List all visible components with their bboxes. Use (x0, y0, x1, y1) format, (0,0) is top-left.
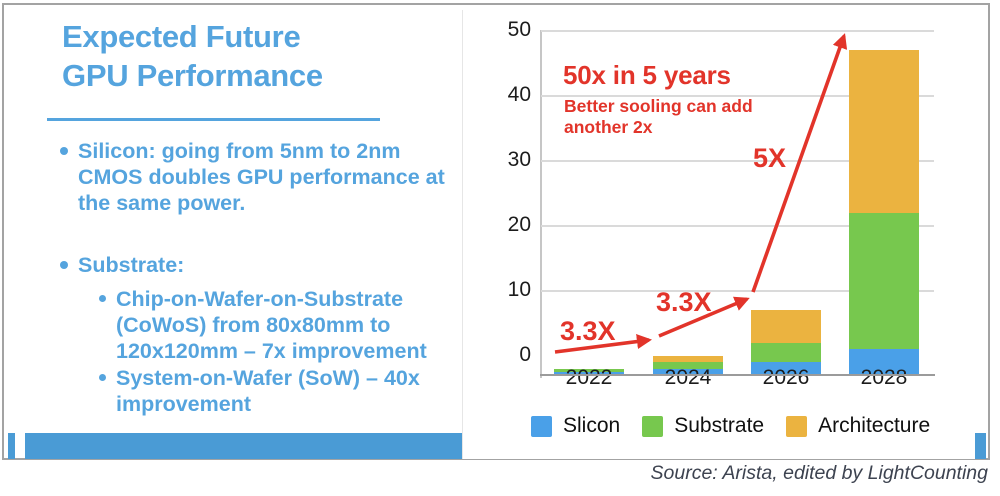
legend-item-silicon: Slicon (531, 414, 620, 438)
annotation-growth-2: 3.3X (656, 287, 712, 317)
bullet-cowos: Chip-on-Wafer-on-Substrate (CoWoS) from … (99, 286, 447, 364)
annotation-headline: 50x in 5 years (563, 60, 731, 90)
bar-2024-architecture (653, 355, 723, 362)
chart-card: 0 10 20 30 40 50 2022 2024 2026 2028 50x in 5 ye… (462, 10, 975, 459)
bar-2026-substrate (751, 342, 821, 362)
y-axis-tick-10: 10 (507, 278, 531, 301)
bullet-substrate: Substrate: (60, 252, 462, 278)
gridline-10 (541, 290, 934, 292)
chart-legend: Slicon Substrate Architecture (531, 414, 930, 438)
gridline-20 (541, 225, 934, 227)
x-axis-line (540, 374, 935, 376)
annotation-growth-1: 3.3X (560, 316, 616, 346)
bullet-text: Silicon: going from 5nm to 2nm CMOS doub… (78, 139, 445, 215)
page-title-line1: Expected Future (62, 19, 301, 54)
bar-2022-slicon (554, 371, 624, 375)
bullet-dot (60, 261, 68, 269)
legend-label: Slicon (563, 414, 621, 437)
accent-square (8, 433, 15, 459)
x-axis-label-2024: 2024 (664, 366, 712, 389)
bar-2026-slicon (751, 362, 821, 375)
y-axis-tick-50: 50 (507, 18, 531, 41)
y-axis-tick-0: 0 (519, 343, 531, 366)
x-axis-label-2026: 2026 (762, 366, 810, 389)
legend-label: Substrate (674, 414, 765, 437)
bar-2024-substrate (653, 362, 723, 369)
legend-item-substrate: Substrate (642, 414, 764, 438)
x-axis-label-2022: 2022 (565, 366, 613, 389)
source-attribution: Source: Arista, edited by LightCounting (650, 462, 988, 484)
legend-swatch-silicon (531, 415, 552, 437)
y-axis-tick-20: 20 (507, 213, 531, 236)
bullet-dot (60, 147, 68, 155)
gridline-50 (541, 30, 934, 32)
gridline-40 (541, 95, 934, 97)
bullet-silicon: Silicon: going from 5nm to 2nm CMOS doub… (60, 138, 462, 216)
bullet-text: Substrate: (78, 253, 185, 277)
page-title: Expected Future GPU Performance (62, 17, 482, 95)
y-axis-line (540, 30, 542, 378)
gridline-30 (541, 160, 934, 162)
bar-2028-architecture (849, 50, 919, 213)
y-axis-tick-40: 40 (507, 83, 531, 106)
bar-2022-substrate (554, 368, 624, 372)
title-divider (47, 118, 380, 121)
page-title-line2: GPU Performance (62, 58, 323, 93)
bar-2024-slicon (653, 368, 723, 375)
legend-item-architecture: Architecture (786, 414, 930, 438)
bar-2026-architecture (751, 310, 821, 343)
legend-swatch-architecture (786, 415, 808, 437)
annotation-growth-3: 5X (753, 143, 787, 173)
bar-2028-substrate (849, 212, 919, 349)
x-axis-label-2028: 2028 (860, 366, 908, 389)
bullet-dot (99, 295, 106, 302)
bullet-sow: System-on-Wafer (SoW) – 40x improvement (99, 365, 447, 417)
bullet-text: System-on-Wafer (SoW) – 40x improvement (116, 366, 420, 416)
bullet-text: Chip-on-Wafer-on-Substrate (CoWoS) from … (116, 287, 427, 363)
plot-area: 2022 2024 2026 2028 (540, 30, 935, 389)
bullet-dot (99, 374, 106, 381)
slide-frame: Expected Future GPU Performance Silicon:… (2, 3, 990, 460)
bar-2028-slicon (849, 349, 919, 375)
y-axis-tick-30: 30 (507, 148, 531, 171)
annotation-subline: Better sooling can add another 2x (564, 96, 753, 137)
legend-swatch-substrate (642, 415, 664, 437)
legend-label: Architecture (818, 414, 931, 437)
